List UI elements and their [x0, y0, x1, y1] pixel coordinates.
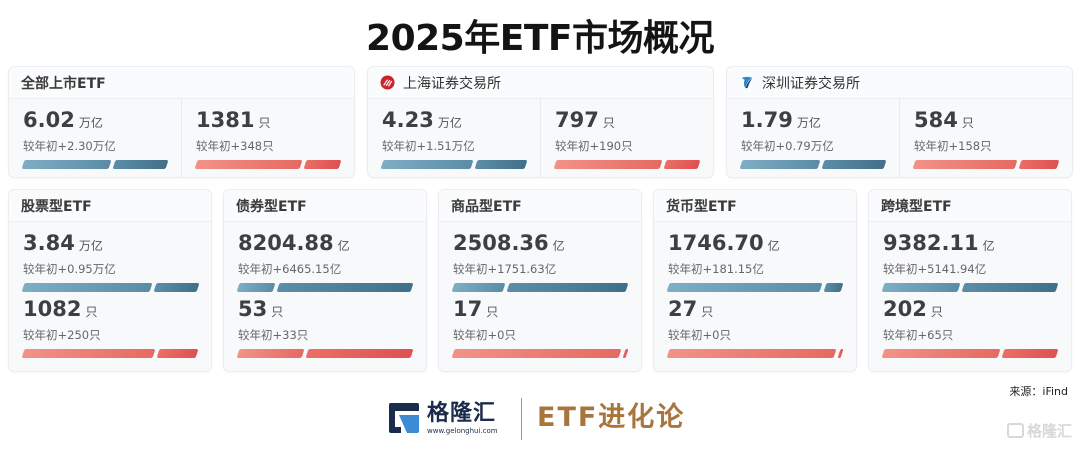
card-commodity-etf: 商品型ETF 2508.36 亿 较年初+1751.63亿 17 只 较年初+0只 [438, 189, 642, 372]
card-header: 股票型ETF [9, 190, 211, 222]
source-note: 来源：iFind [1009, 385, 1068, 398]
aum-section: 6.02 万亿 较年初+2.30万亿 [9, 99, 181, 177]
count-section: 1381 只 较年初+348只 [181, 99, 354, 177]
card-equity-etf: 股票型ETF 3.84 万亿 较年初+0.95万亿 1082 只 较年初+250只 [8, 189, 212, 372]
count-bar [194, 160, 342, 169]
count-change: 较年初+190只 [555, 139, 633, 153]
card-all-etf: 全部上市ETF 6.02 万亿 较年初+2.30万亿 1381 只 较年初+348只 [8, 66, 355, 178]
count-bar [912, 160, 1060, 169]
card-header: 跨境型ETF [869, 190, 1071, 222]
brand-name: 格隆汇 [427, 400, 497, 426]
count-change: 较年初+0只 [668, 328, 731, 342]
watermark: 格隆汇 [1006, 420, 1072, 441]
aum-change: 较年初+1.51万亿 [382, 139, 475, 153]
aum-bar [739, 160, 887, 169]
count-value: 202 只 [883, 297, 943, 321]
aum-bar [21, 160, 169, 169]
aum-change: 较年初+0.79万亿 [741, 139, 834, 153]
aum-value: 9382.11 亿 [883, 231, 995, 255]
aum-bar [666, 283, 844, 292]
footer-divider [521, 398, 522, 440]
count-value: 1381 只 [196, 108, 271, 132]
card-money-market-etf: 货币型ETF 1746.70 亿 较年初+181.15亿 27 只 较年初+0只 [653, 189, 857, 372]
card-title: 商品型ETF [451, 198, 522, 215]
count-change: 较年初+348只 [196, 139, 274, 153]
count-change: 较年初+250只 [23, 328, 101, 342]
aum-bar [380, 160, 528, 169]
count-change: 较年初+0只 [453, 328, 516, 342]
card-title: 货币型ETF [666, 198, 737, 215]
card-title: 上海证券交易所 [403, 75, 501, 92]
count-value: 1082 只 [23, 297, 98, 321]
card-bond-etf: 债券型ETF 8204.88 亿 较年初+6465.15亿 53 只 较年初+33只 [223, 189, 427, 372]
count-value: 27 只 [668, 297, 714, 321]
aum-change: 较年初+181.15亿 [668, 262, 764, 276]
aum-change: 较年初+6465.15亿 [238, 262, 342, 276]
watermark-text: 格隆汇 [1026, 422, 1072, 440]
count-bar [451, 349, 629, 358]
count-change: 较年初+65只 [883, 328, 954, 342]
aum-value: 4.23 万亿 [382, 108, 462, 132]
card-sse: 上海证券交易所 4.23 万亿 较年初+1.51万亿 797 只 较年初+190只 [367, 66, 714, 178]
aum-bar [881, 283, 1059, 292]
card-header: 货币型ETF [654, 190, 856, 222]
page-title: 2025年ETF市场概况 [366, 18, 714, 59]
count-value: 584 只 [914, 108, 974, 132]
count-value: 797 只 [555, 108, 615, 132]
count-value: 17 只 [453, 297, 499, 321]
sse-logo-icon [380, 75, 395, 90]
count-bar [666, 349, 844, 358]
aum-section: 1.79 万亿 较年初+0.79万亿 [727, 99, 899, 177]
card-title: 深圳证券交易所 [762, 75, 860, 92]
card-header: 深圳证券交易所 [727, 67, 1072, 99]
count-value: 53 只 [238, 297, 284, 321]
aum-change: 较年初+0.95万亿 [23, 262, 116, 276]
aum-value: 1.79 万亿 [741, 108, 821, 132]
count-bar [553, 160, 701, 169]
card-title: 股票型ETF [21, 198, 92, 215]
card-szse: 深圳证券交易所 1.79 万亿 较年初+0.79万亿 584 只 较年初+158只 [726, 66, 1073, 178]
aum-value: 3.84 万亿 [23, 231, 103, 255]
card-header: 上海证券交易所 [368, 67, 713, 99]
watermark-logo-icon [1006, 423, 1024, 438]
aum-section: 4.23 万亿 较年初+1.51万亿 [368, 99, 540, 177]
card-header: 全部上市ETF [9, 67, 354, 99]
count-bar [236, 349, 414, 358]
aum-change: 较年初+1751.63亿 [453, 262, 557, 276]
card-header: 债券型ETF [224, 190, 426, 222]
count-bar [881, 349, 1059, 358]
aum-bar [21, 283, 199, 292]
aum-bar [451, 283, 629, 292]
count-change: 较年初+33只 [238, 328, 309, 342]
aum-value: 8204.88 亿 [238, 231, 350, 255]
card-cross-border-etf: 跨境型ETF 9382.11 亿 较年初+5141.94亿 202 只 较年初+65… [868, 189, 1072, 372]
aum-value: 6.02 万亿 [23, 108, 103, 132]
gelonghui-g-icon [389, 403, 419, 433]
aum-value: 2508.36 亿 [453, 231, 565, 255]
szse-logo-icon [741, 76, 753, 89]
count-section: 584 只 较年初+158只 [899, 99, 1072, 177]
aum-bar [236, 283, 414, 292]
count-change: 较年初+158只 [914, 139, 992, 153]
count-bar [21, 349, 199, 358]
card-title: 全部上市ETF [21, 75, 106, 92]
aum-change: 较年初+2.30万亿 [23, 139, 116, 153]
card-header: 商品型ETF [439, 190, 641, 222]
brand-logo: 格隆汇 www.gelonghui.com [387, 396, 498, 440]
card-title: 跨境型ETF [881, 198, 952, 215]
brand-url: www.gelonghui.com [427, 426, 498, 435]
aum-change: 较年初+5141.94亿 [883, 262, 987, 276]
count-section: 797 只 较年初+190只 [540, 99, 713, 177]
series-name: ETF进化论 [537, 402, 686, 433]
aum-value: 1746.70 亿 [668, 231, 780, 255]
card-title: 债券型ETF [236, 198, 307, 215]
